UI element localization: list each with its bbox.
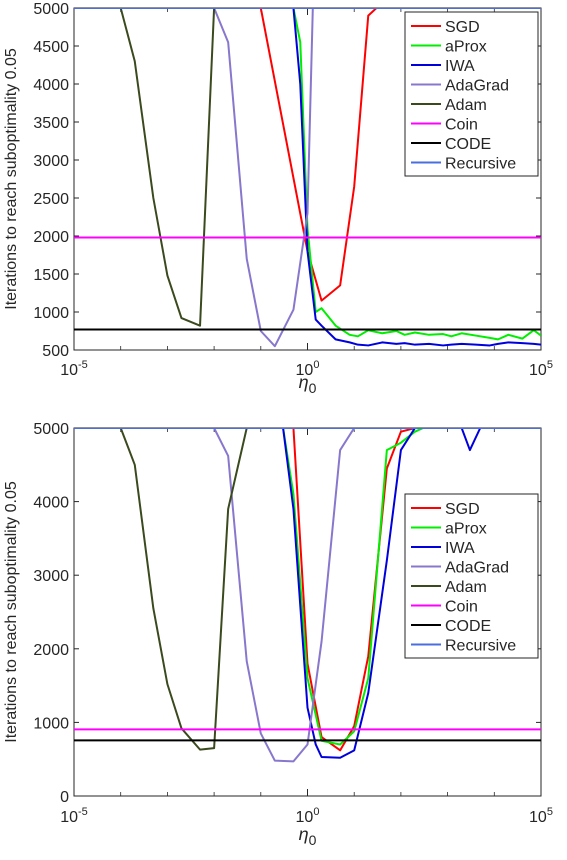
series-group	[74, 8, 541, 348]
y-tick-label: 4000	[33, 77, 69, 94]
y-tick-label: 1500	[33, 267, 69, 284]
legend-label-code: CODE	[445, 136, 491, 153]
series-line-sgd	[260, 428, 448, 752]
y-tick-label: 2000	[33, 642, 69, 659]
legend-label-code: CODE	[445, 618, 491, 635]
y-tick-label: 1000	[33, 305, 69, 322]
legend: SGD aProx IWA AdaGrad Adam Coin CODE Recursive	[404, 11, 539, 177]
y-tick-label: 3500	[33, 115, 69, 132]
legend-label-adam: Adam	[445, 97, 487, 114]
legend-label-coin: Coin	[445, 117, 478, 134]
series-line-adam	[119, 8, 247, 327]
y-tick-label: 3000	[33, 568, 69, 585]
legend-label-aprox: aProx	[445, 521, 487, 538]
x-tick-label: 10-5	[60, 806, 88, 826]
legend-label-iwa: IWA	[445, 58, 475, 75]
series-line-aprox	[260, 428, 430, 746]
chart-panel-2: 0 1000 2000 3000 4000 5000 10-5 100 105 η0 Iterati…	[3, 421, 553, 848]
legend-label-aprox: aProx	[445, 39, 487, 56]
legend-label-adagrad: AdaGrad	[445, 560, 509, 577]
y-axis-label: Iterations to reach suboptimality 0.05	[3, 48, 20, 310]
y-tick-label: 0	[60, 789, 69, 806]
y-tick-label: 2500	[33, 191, 69, 208]
legend-label-adagrad: AdaGrad	[445, 78, 509, 95]
legend-label-coin: Coin	[445, 599, 478, 616]
x-tick-label: 10-5	[60, 359, 88, 379]
legend-box	[404, 11, 539, 177]
y-tick-label: 3000	[33, 153, 69, 170]
y-tick-label: 5000	[33, 1, 69, 18]
series-group	[74, 428, 541, 763]
legend: SGD aProx IWA AdaGrad Adam Coin CODE Recursive	[404, 493, 539, 659]
legend-label-iwa: IWA	[445, 540, 475, 557]
legend-label-recursive: Recursive	[445, 638, 516, 655]
series-line-adam	[119, 428, 248, 751]
chart-panel-1: 500 1000 1500 2000 2500 3000 3500 4000 4500 5000 1…	[3, 1, 553, 396]
x-tick-label: 100	[296, 359, 320, 379]
x-tick-label: 105	[529, 806, 553, 826]
y-axis-label: Iterations to reach suboptimality 0.05	[3, 481, 20, 743]
legend-label-adam: Adam	[445, 579, 487, 596]
x-axis-label: η0	[299, 824, 317, 848]
series-line-sgd	[214, 8, 391, 302]
legend-label-sgd: SGD	[445, 501, 480, 518]
series-line-adagrad	[181, 8, 322, 348]
y-tick-label: 2000	[33, 229, 69, 246]
x-axis-label: η0	[299, 372, 317, 396]
y-tick-label: 5000	[33, 421, 69, 438]
legend-box	[404, 493, 539, 659]
series-line-iwa	[260, 8, 541, 347]
x-tick-label: 105	[529, 359, 553, 379]
y-tick-label: 4000	[33, 495, 69, 512]
legend-label-sgd: SGD	[445, 19, 480, 36]
legend-label-recursive: Recursive	[445, 156, 516, 173]
y-tick-label: 1000	[33, 715, 69, 732]
series-line-adagrad	[181, 428, 369, 763]
series-line-iwa	[260, 428, 509, 759]
y-tick-label: 4500	[33, 39, 69, 56]
y-tick-label: 500	[42, 343, 69, 360]
x-tick-label: 100	[296, 806, 320, 826]
